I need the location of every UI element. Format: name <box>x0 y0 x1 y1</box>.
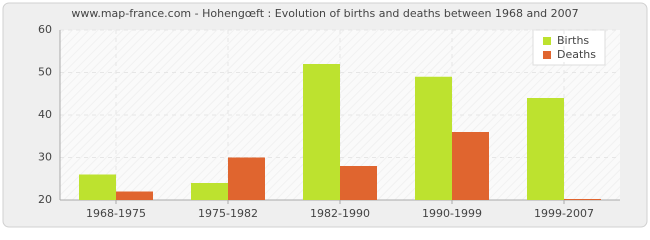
legend-label: Deaths <box>557 48 596 61</box>
bar <box>527 98 564 200</box>
y-tick-label: 40 <box>38 108 52 121</box>
y-tick-label: 60 <box>38 23 52 36</box>
chart: www.map-france.com - Hohengœft : Evoluti… <box>2 2 648 228</box>
bar <box>564 199 601 200</box>
bar <box>191 183 228 200</box>
x-tick-label: 1990-1999 <box>422 207 482 220</box>
bar <box>415 76 452 200</box>
y-tick-label: 20 <box>38 193 52 206</box>
x-tick-label: 1999-2007 <box>534 207 594 220</box>
y-tick-label: 30 <box>38 151 52 164</box>
y-tick-label: 50 <box>38 66 52 79</box>
bar <box>79 174 116 200</box>
x-tick-label: 1982-1990 <box>310 207 370 220</box>
legend-swatch <box>543 51 551 59</box>
legend-label: Births <box>557 34 589 47</box>
bar <box>303 64 340 200</box>
bar <box>116 191 153 200</box>
x-tick-label: 1968-1975 <box>86 207 146 220</box>
legend-swatch <box>543 37 551 45</box>
bar <box>340 166 377 200</box>
x-tick-label: 1975-1982 <box>198 207 258 220</box>
bar <box>228 157 265 200</box>
chart-title: www.map-france.com - Hohengœft : Evoluti… <box>71 7 578 20</box>
bar <box>452 132 489 200</box>
legend <box>532 29 606 66</box>
